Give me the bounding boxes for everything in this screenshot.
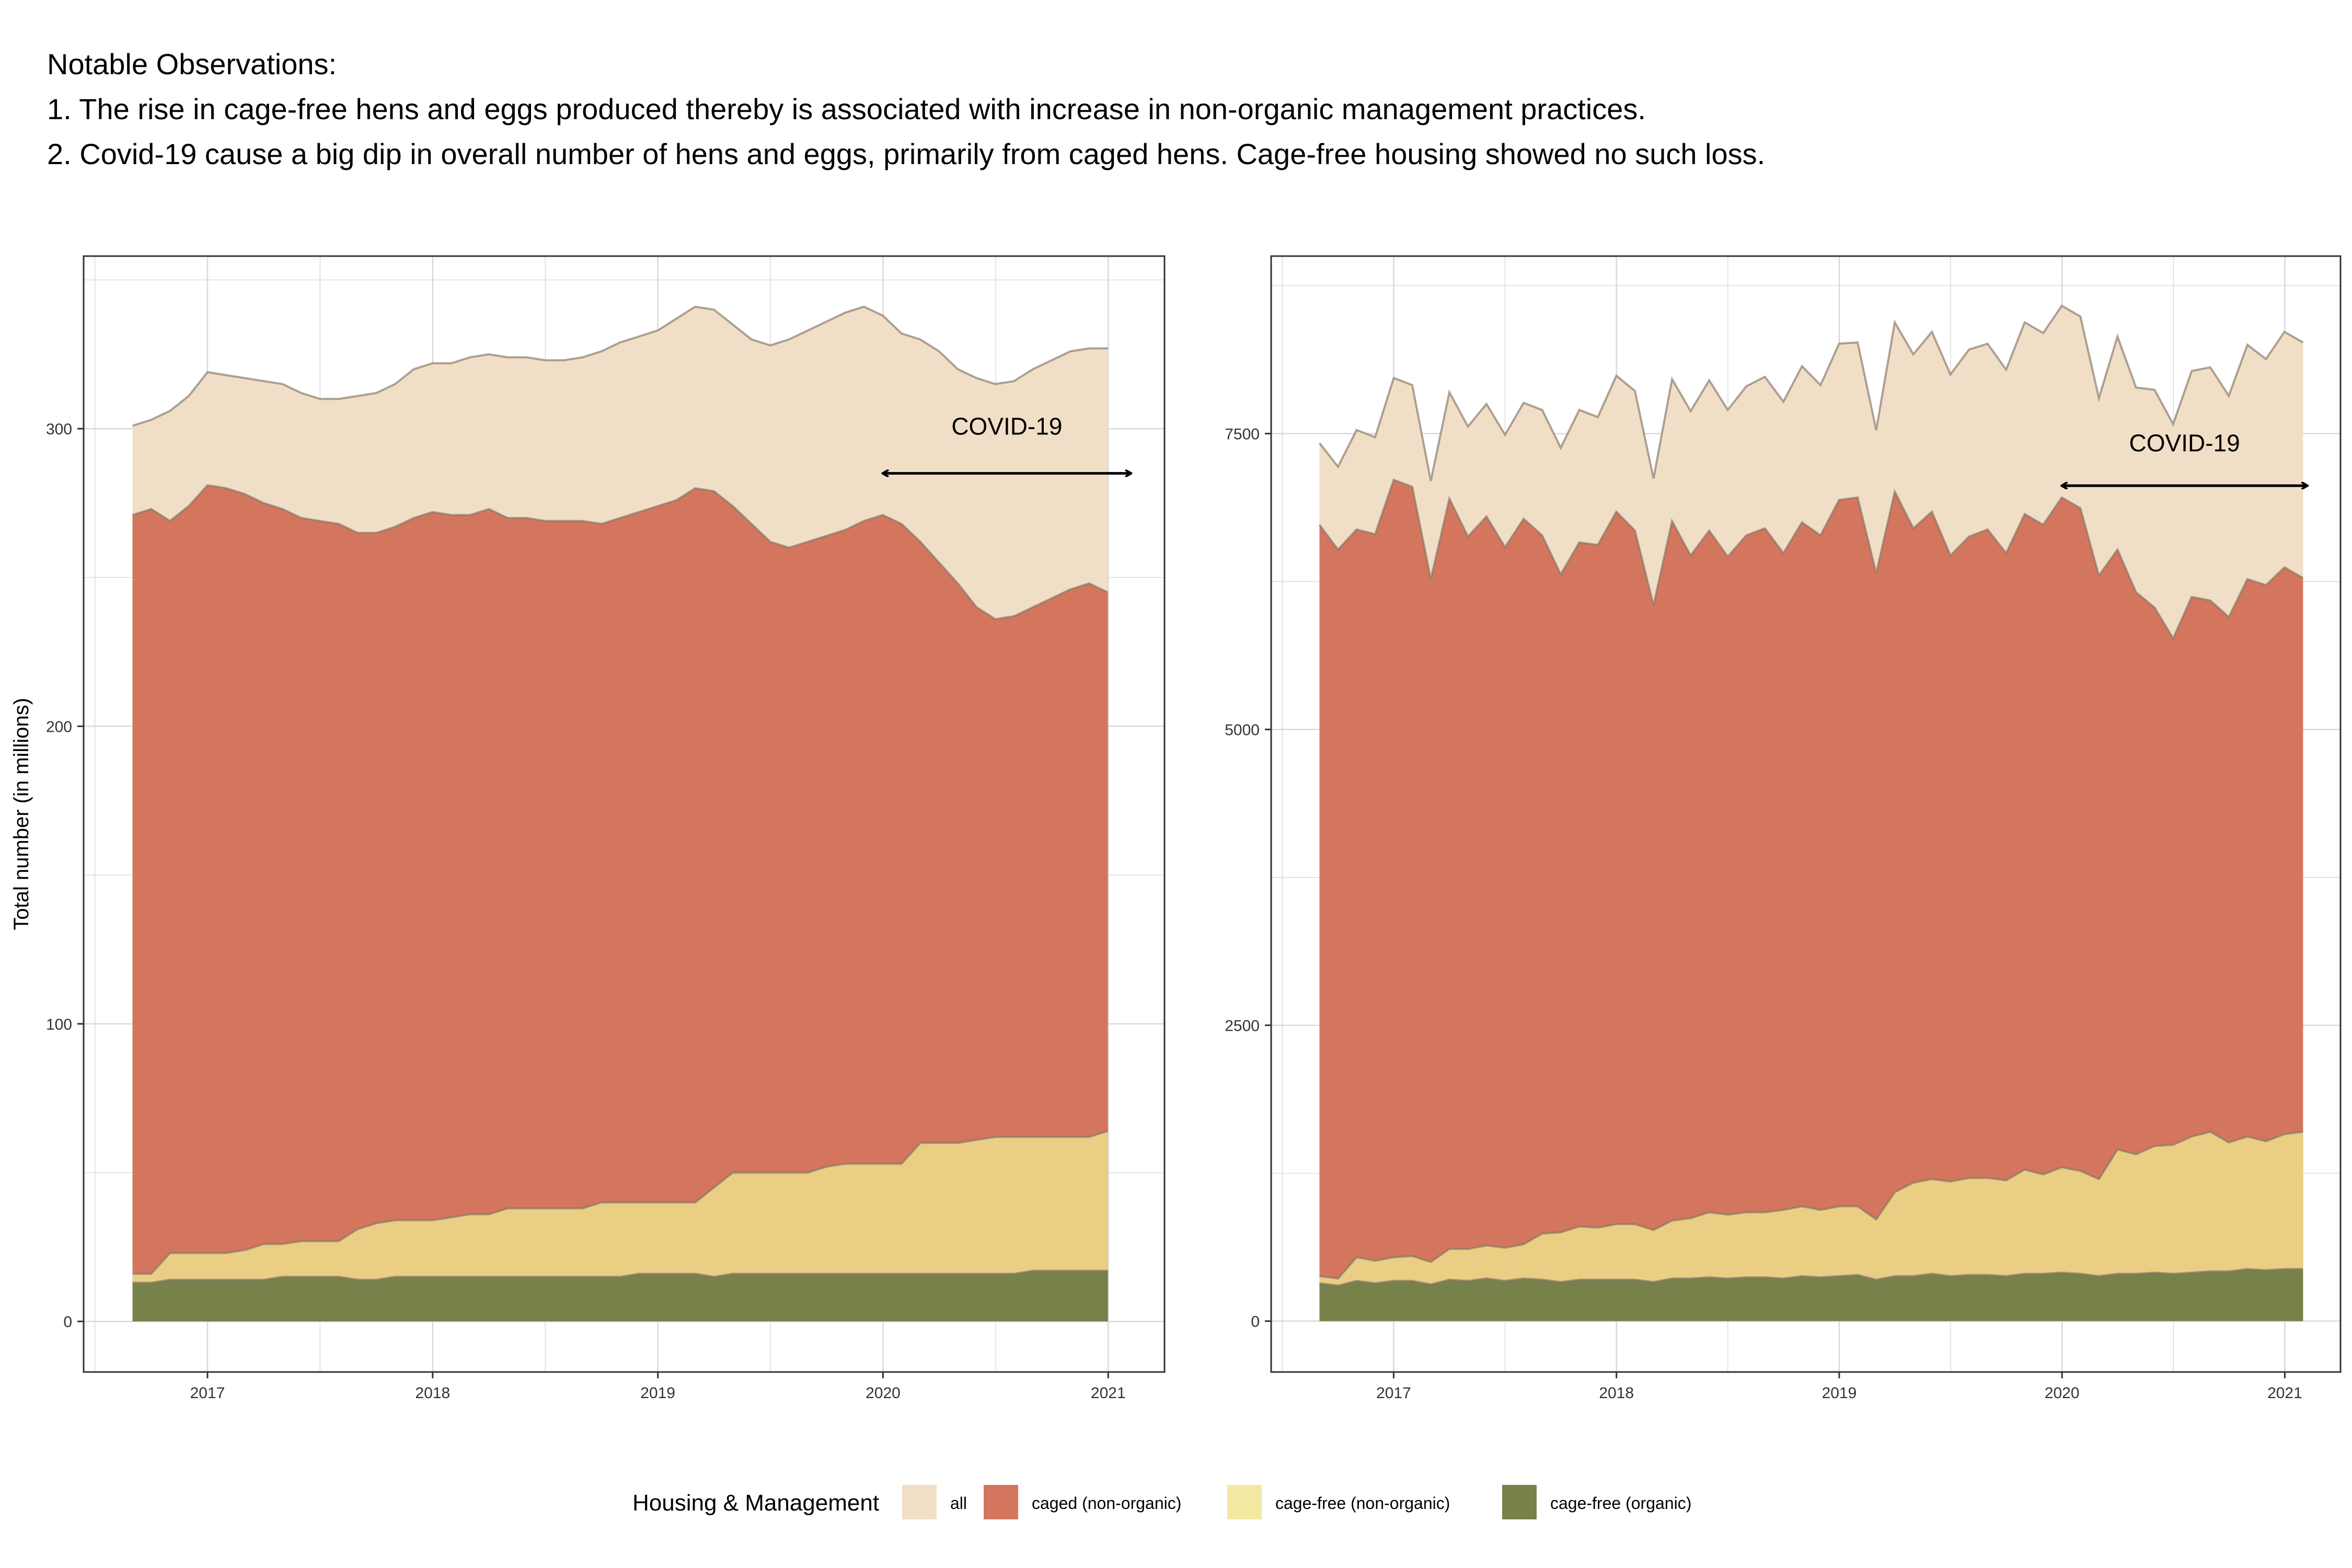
y-tick-label: 2500 bbox=[1225, 1018, 1260, 1035]
series-cagefree-nonorganic-area-outline bbox=[132, 1129, 1109, 1275]
y-tick-label: 7500 bbox=[1225, 426, 1260, 443]
legend-label: caged (non-organic) bbox=[1032, 1494, 1181, 1513]
legend-swatch bbox=[902, 1485, 937, 1519]
x-tick-label: 2018 bbox=[1599, 1385, 1634, 1402]
series-all-area-outline bbox=[132, 305, 1108, 427]
x-tick-label: 2020 bbox=[866, 1385, 901, 1402]
notes-line-1: 1. The rise in cage-free hens and eggs p… bbox=[47, 93, 1646, 125]
series-cagefree-organic-area-outline bbox=[1319, 1268, 2303, 1287]
notes-heading: Notable Observations: bbox=[47, 48, 337, 80]
series-cagefree-organic-area bbox=[132, 1271, 1108, 1322]
series-caged-area-outline bbox=[132, 484, 1109, 620]
notes-line-2: 2. Covid-19 cause a big dip in overall n… bbox=[47, 137, 1766, 170]
legend-swatch bbox=[1227, 1485, 1262, 1519]
series-caged-area bbox=[132, 485, 1108, 1322]
x-tick-label: 2021 bbox=[1091, 1385, 1126, 1402]
legend: Housing & Management all caged (non-organi… bbox=[632, 1485, 1691, 1519]
x-tick-label: 2020 bbox=[2045, 1385, 2080, 1402]
y-tick-label: 200 bbox=[46, 719, 72, 736]
series-all-area-outline bbox=[1318, 304, 2304, 481]
x-tick-label: 2018 bbox=[415, 1385, 450, 1402]
eggs-panel: 0 2500 5000 7500 2017 2018 2019 2020 2021 COVID-1… bbox=[1225, 255, 2342, 1402]
covid-annotation: COVID-19 bbox=[2129, 430, 2240, 457]
legend-label: all bbox=[950, 1494, 967, 1513]
y-axis-label: Total number (in millions) bbox=[10, 698, 33, 930]
y-tick-label: 0 bbox=[1251, 1313, 1260, 1331]
y-tick-label: 5000 bbox=[1225, 722, 1260, 739]
series-cagefree-organic-area-outline bbox=[132, 1270, 1108, 1284]
covid-annotation: COVID-19 bbox=[951, 413, 1062, 440]
x-tick-label: 2017 bbox=[190, 1385, 225, 1402]
panel-border bbox=[83, 255, 1166, 1373]
legend-swatch bbox=[1502, 1485, 1537, 1519]
x-tick-label: 2019 bbox=[1822, 1385, 1857, 1402]
y-tick-label: 100 bbox=[46, 1016, 72, 1033]
x-tick-label: 2021 bbox=[2267, 1385, 2302, 1402]
legend-label: cage-free (organic) bbox=[1550, 1494, 1691, 1513]
series-cagefree-nonorganic-area-outline bbox=[1319, 1131, 2303, 1280]
hens-panel: 0 100 200 300 2017 2018 2019 2020 2021 Total numb… bbox=[10, 255, 1166, 1402]
x-tick-label: 2019 bbox=[640, 1385, 675, 1402]
notes-block: Notable Observations: 1. The rise in cag… bbox=[47, 42, 2295, 177]
x-tick-label: 2017 bbox=[1376, 1385, 1411, 1402]
series-caged-area-outline bbox=[1318, 478, 2304, 641]
panel-border bbox=[1270, 255, 2342, 1373]
y-tick-label: 0 bbox=[63, 1313, 72, 1331]
legend-swatch bbox=[984, 1485, 1018, 1519]
series-caged-area bbox=[1319, 479, 2303, 1321]
legend-title: Housing & Management bbox=[632, 1490, 879, 1516]
y-tick-label: 300 bbox=[46, 421, 72, 438]
legend-label: cage-free (non-organic) bbox=[1275, 1494, 1450, 1513]
